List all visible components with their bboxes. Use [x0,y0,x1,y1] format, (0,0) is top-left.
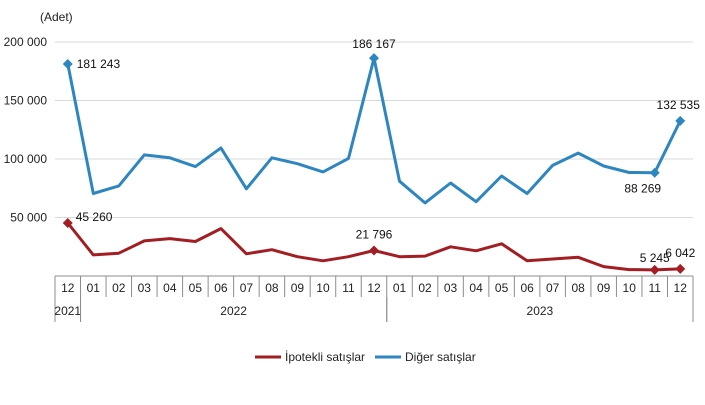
legend-label-diger: Diğer satışlar [405,350,476,364]
x-tick-label: 12 [367,281,381,295]
data-marker [675,263,686,274]
data-marker [369,245,379,256]
data-marker [62,58,73,69]
y-gridlines [55,41,693,218]
data-marker [649,264,660,275]
year-label: 2023 [527,304,554,318]
x-tick-label: 07 [546,281,560,295]
x-tick-label: 08 [571,281,585,295]
x-tick-label: 04 [469,281,483,295]
y-tick-label: 100 000 [4,152,48,166]
y-tick-label: 150 000 [4,94,48,108]
data-label: 88 269 [624,182,661,196]
x-tick-label: 07 [240,281,254,295]
y-tick-label: 200 000 [4,35,48,49]
x-axis: 12 01 02 03 04 05 06 07 08 09 10 11 12 01 02 03 04 05 06 07… [54,275,694,322]
data-marker [62,218,73,229]
x-tick-label: 06 [214,281,228,295]
x-tick-label: 10 [316,281,330,295]
x-tick-label: 04 [163,281,177,295]
data-marker [649,167,660,178]
data-label: 21 796 [356,227,393,241]
x-tick-label: 02 [418,281,432,295]
x-tick-label: 10 [623,281,637,295]
series-line-diger [66,56,682,205]
x-tick-label: 09 [291,281,305,295]
x-tick-label: 01 [393,281,407,295]
y-axis: 50 000 100 000 150 000 200 000 [4,35,48,225]
y-axis-unit-label: (Adet) [40,10,73,24]
data-marker [369,53,379,64]
x-tick-label: 05 [189,281,203,295]
x-tick-label: 05 [495,281,509,295]
data-label: 132 535 [657,98,701,112]
x-tick-label: 06 [520,281,534,295]
x-tick-label: 12 [674,281,688,295]
data-label: 5 245 [640,251,670,265]
legend: İpotekli satışlar Diğer satışlar [255,350,476,364]
series-lines [62,53,686,275]
data-label: 186 167 [352,37,396,51]
year-label: 2022 [220,304,247,318]
legend-label-ipotekli: İpotekli satışlar [285,350,365,364]
x-tick-label: 11 [342,281,355,295]
y-tick-label: 50 000 [10,211,47,225]
data-label: 45 260 [76,210,113,224]
data-marker [675,115,686,126]
x-tick-label: 11 [648,281,661,295]
x-tick-label: 09 [597,281,611,295]
data-label: 181 243 [77,57,121,71]
x-tick-label: 03 [138,281,152,295]
year-label: 2021 [54,304,81,318]
x-tick-label: 08 [265,281,279,295]
x-tick-label: 02 [112,281,126,295]
x-tick-label: 01 [87,281,101,295]
x-tick-label: 03 [444,281,458,295]
data-label: 6 042 [665,246,695,260]
x-tick-label: 12 [61,281,75,295]
